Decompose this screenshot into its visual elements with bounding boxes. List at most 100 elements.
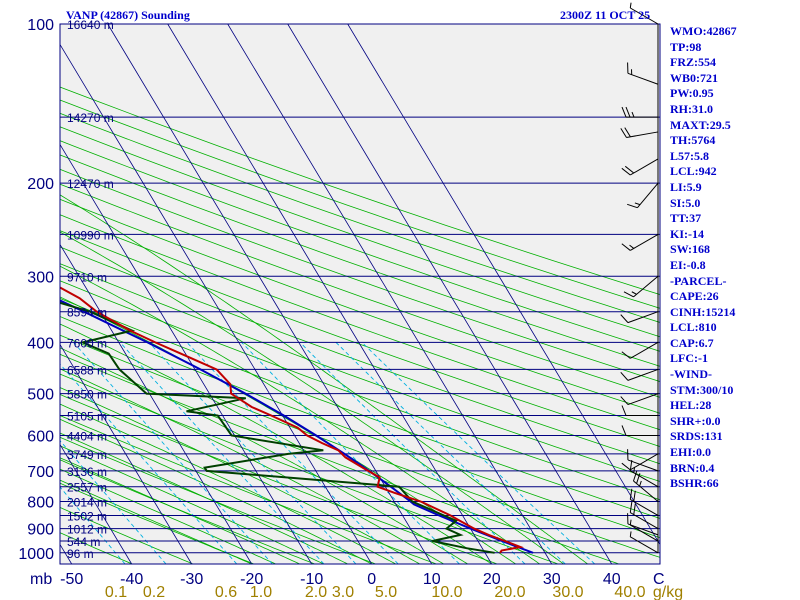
dry-adiabat-line <box>60 154 660 367</box>
mixing-ratio-label: 0.6 <box>215 584 237 600</box>
index-item: SI:5.0 <box>670 195 701 210</box>
dry-adiabat-line <box>60 99 660 309</box>
index-item: PW:0.95 <box>670 86 714 101</box>
pressure-tick-label: 600 <box>27 428 54 445</box>
wind-barb <box>629 2 659 25</box>
wind-barb-shaft <box>630 233 659 251</box>
wind-barb-flag <box>624 165 635 174</box>
chart-title: VANP (42867) Sounding <box>66 8 190 22</box>
wind-barb-shaft <box>627 393 659 406</box>
wind-barb-flag <box>629 501 633 513</box>
plot-background <box>60 24 660 564</box>
temperature-tick-label: -20 <box>240 571 263 588</box>
moist-adiabat-line <box>60 194 588 564</box>
mixing-ratio-label: 5.0 <box>375 584 397 600</box>
index-item: CAP:6.7 <box>670 335 714 350</box>
wind-barb <box>627 513 659 536</box>
wind-barb-half-flag <box>629 244 635 249</box>
wind-barb-shaft <box>630 524 659 542</box>
height-label: 5105 m <box>67 410 107 424</box>
dry-adiabat-line <box>60 507 194 564</box>
wind-barb <box>620 368 659 381</box>
dry-adiabat-line <box>60 373 559 564</box>
height-label: 96 m <box>67 547 94 561</box>
wind-barb <box>629 501 659 530</box>
temperature-tick-label: 10 <box>423 571 441 588</box>
height-label: 1012 m <box>67 523 107 537</box>
wind-barb-flag <box>623 291 634 298</box>
height-label: 14270 m <box>67 111 114 125</box>
wind-barb-flag <box>621 351 631 359</box>
wind-barb-shaft <box>630 341 659 359</box>
index-item: BSHR:66 <box>670 476 719 491</box>
dry-adiabat-line <box>60 230 660 447</box>
isotherm-line <box>167 24 493 564</box>
moist-adiabat-line <box>60 468 276 564</box>
height-label: 3749 m <box>67 448 107 462</box>
dry-adiabat-line <box>60 280 660 501</box>
dry-adiabat-line <box>60 297 660 519</box>
wind-barb-flag <box>629 488 633 500</box>
isotherm-line <box>347 24 660 546</box>
dry-adiabat-line <box>60 482 255 564</box>
index-item: -PARCEL- <box>670 273 727 288</box>
index-item: TP:98 <box>670 39 702 54</box>
wind-barb <box>620 393 659 406</box>
wind-barb <box>621 341 659 359</box>
wind-barb-flag <box>621 106 627 118</box>
moist-adiabat-line <box>60 445 324 564</box>
wind-barb <box>627 62 659 85</box>
height-label: 12470 m <box>67 177 114 191</box>
wind-barb-shaft <box>630 453 659 471</box>
dry-adiabat-line <box>60 263 660 482</box>
wind-barb-shaft <box>630 499 659 516</box>
dry-adiabat-line <box>60 394 498 564</box>
pressure-tick-label: 500 <box>27 387 54 404</box>
wind-barb-flag <box>621 405 627 416</box>
wind-barb-flag <box>636 473 641 484</box>
index-item: TT:37 <box>670 211 702 226</box>
dry-adiabat-line <box>60 316 660 539</box>
wind-barb-half-flag <box>631 111 635 118</box>
index-item: SRDS:131 <box>670 429 723 444</box>
temperature-tick-label: -40 <box>120 571 143 588</box>
dewpoint-profile <box>60 301 495 554</box>
index-item: EHI:0.0 <box>670 445 712 460</box>
pressure-tick-label: 300 <box>27 269 54 286</box>
mixing-ratio-label: 10.0 <box>431 584 462 600</box>
height-label: 2557 m <box>67 481 107 495</box>
wind-barb <box>621 425 658 436</box>
wind-barb-shaft <box>633 480 659 502</box>
index-item: MAXT:29.5 <box>670 117 731 132</box>
wind-barb-flag <box>621 167 631 176</box>
wind-barb-flag <box>629 459 633 471</box>
wind-barb-flag <box>620 396 629 405</box>
wind-barb-half-flag <box>639 480 642 487</box>
wind-barb-flag <box>620 128 627 138</box>
pressure-tick-label: 800 <box>27 495 54 512</box>
height-label: 16640 m <box>67 18 114 32</box>
moist-adiabat-line <box>60 231 564 564</box>
dry-adiabat-line <box>60 140 660 352</box>
index-item: SW:168 <box>670 242 711 257</box>
dry-adiabat-line <box>60 112 660 323</box>
index-item: STM:300/10 <box>670 382 734 397</box>
mixing-ratio-line <box>361 342 596 564</box>
height-label: 9710 m <box>67 270 107 284</box>
wind-barb-shaft <box>627 368 659 381</box>
wind-barb <box>627 182 659 209</box>
index-item: EI:-0.8 <box>670 257 706 272</box>
moist-adiabat-line <box>60 457 300 564</box>
height-label: 3136 m <box>67 465 107 479</box>
wind-barb-shaft <box>626 131 659 138</box>
isotherm-line <box>227 24 553 564</box>
height-label: 8594 m <box>67 306 107 320</box>
wind-barb-flag <box>624 127 631 138</box>
temperature-axis-label: C <box>653 571 665 588</box>
index-item: LCL:810 <box>670 320 717 335</box>
pressure-tick-label: 700 <box>27 464 54 481</box>
pressure-tick-label: 1000 <box>18 546 54 563</box>
wind-barb <box>623 275 659 298</box>
wind-barb <box>621 158 659 176</box>
